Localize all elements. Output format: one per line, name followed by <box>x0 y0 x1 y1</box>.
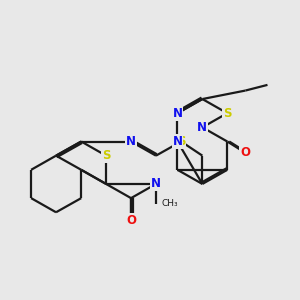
Text: O: O <box>126 214 136 227</box>
Text: N: N <box>151 178 161 190</box>
Text: O: O <box>240 146 250 159</box>
Text: N: N <box>172 135 182 148</box>
Text: N: N <box>126 135 136 148</box>
Text: N: N <box>197 121 207 134</box>
Text: N: N <box>172 107 182 120</box>
Text: CH₃: CH₃ <box>161 199 178 208</box>
Text: S: S <box>102 149 110 162</box>
Text: S: S <box>223 107 232 120</box>
Text: S: S <box>177 135 185 148</box>
